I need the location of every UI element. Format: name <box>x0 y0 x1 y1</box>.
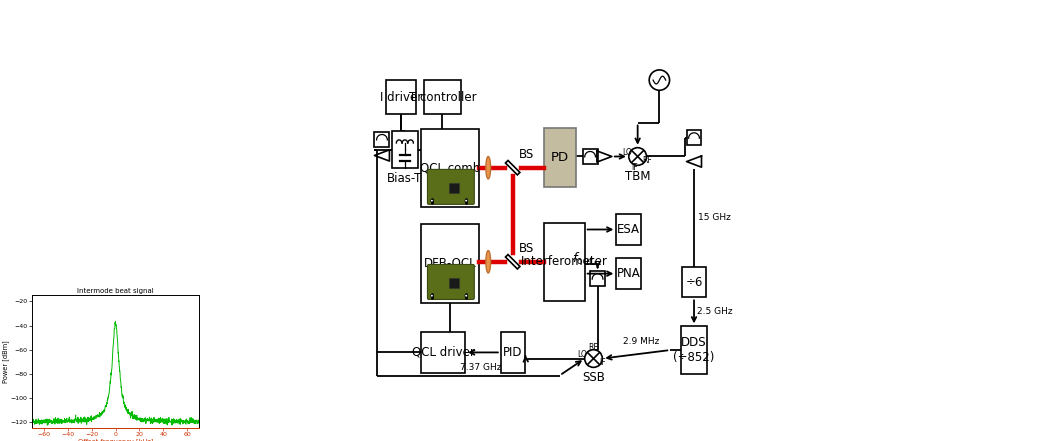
Bar <box>687 131 702 145</box>
Text: 15 GHz: 15 GHz <box>699 213 731 222</box>
Bar <box>500 332 526 373</box>
Bar <box>449 278 459 288</box>
Text: QCL driver: QCL driver <box>411 346 475 359</box>
Bar <box>616 214 640 245</box>
Bar <box>616 258 640 289</box>
Text: RF: RF <box>588 343 599 352</box>
Circle shape <box>585 350 602 367</box>
Bar <box>424 80 461 114</box>
Circle shape <box>430 199 434 202</box>
Circle shape <box>649 70 670 90</box>
Bar <box>544 127 577 187</box>
Bar <box>421 332 465 373</box>
Text: DFB-QCL: DFB-QCL <box>424 257 476 270</box>
Bar <box>421 224 479 303</box>
Bar <box>682 267 706 297</box>
FancyBboxPatch shape <box>427 265 474 299</box>
Text: Bias-T: Bias-T <box>387 172 423 185</box>
Text: I driver: I driver <box>381 90 423 104</box>
Bar <box>583 149 598 164</box>
Circle shape <box>430 294 434 297</box>
Y-axis label: Power [dBm]: Power [dBm] <box>2 340 10 383</box>
Bar <box>544 223 585 301</box>
Text: RF: RF <box>642 156 652 165</box>
X-axis label: Offset frequency [kHz]: Offset frequency [kHz] <box>77 438 154 441</box>
Circle shape <box>464 294 467 297</box>
Bar <box>392 131 418 168</box>
Text: 7.37 GHz: 7.37 GHz <box>460 363 501 372</box>
Text: BS: BS <box>519 242 534 254</box>
Text: PNA: PNA <box>617 267 640 280</box>
Text: IF: IF <box>631 163 637 172</box>
Bar <box>421 129 479 207</box>
Text: LO: LO <box>578 350 587 359</box>
Text: QCL comb: QCL comb <box>420 162 480 175</box>
Ellipse shape <box>485 250 491 273</box>
Text: LO: LO <box>622 148 633 157</box>
Polygon shape <box>506 161 519 175</box>
FancyBboxPatch shape <box>427 169 474 204</box>
Text: PD: PD <box>551 151 569 164</box>
Ellipse shape <box>485 157 491 179</box>
Text: ESA: ESA <box>617 223 640 236</box>
Text: $f_\mathrm{out}$: $f_\mathrm{out}$ <box>572 251 595 267</box>
Polygon shape <box>506 254 519 269</box>
Text: T controller: T controller <box>408 90 476 104</box>
Circle shape <box>629 148 647 165</box>
Text: PID: PID <box>504 346 523 359</box>
Text: 2.9 MHz: 2.9 MHz <box>623 337 659 346</box>
Text: ÷6: ÷6 <box>686 276 703 288</box>
Text: Interferometer: Interferometer <box>520 255 607 268</box>
Bar <box>386 80 417 114</box>
Title: Intermode beat signal: Intermode beat signal <box>77 288 154 294</box>
Text: 2.5 GHz: 2.5 GHz <box>697 307 734 316</box>
Bar <box>590 271 605 286</box>
Bar <box>681 326 707 374</box>
Text: TBM: TBM <box>625 170 651 183</box>
Text: DDS
(÷852): DDS (÷852) <box>673 336 714 364</box>
Bar <box>449 183 459 193</box>
Bar <box>374 132 389 147</box>
Text: BS: BS <box>519 148 534 161</box>
Text: IF: IF <box>600 358 606 367</box>
Text: SSB: SSB <box>582 371 605 384</box>
Circle shape <box>464 199 467 202</box>
